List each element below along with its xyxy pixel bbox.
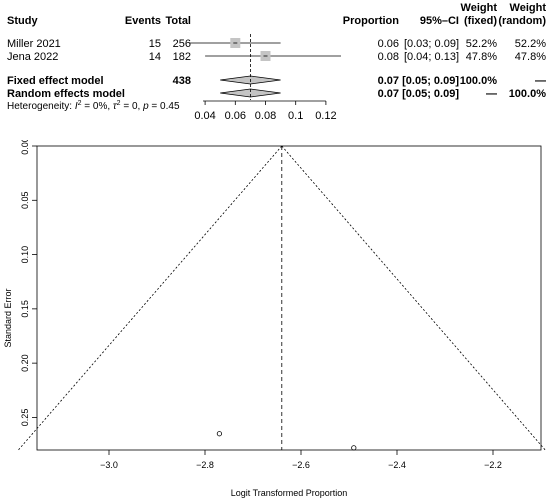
study-ci: [0.04; 0.13] — [404, 51, 459, 63]
x-tick-label: −2.8 — [196, 460, 214, 470]
heterogeneity-text: Heterogeneity: I2 = 0%, τ2 = 0, p = 0.45 — [7, 100, 180, 112]
summary-weight-fixed: 100.0% — [460, 75, 498, 87]
header-total: Total — [166, 15, 191, 27]
het-i2-label: I — [75, 101, 78, 112]
study-row: Jena 2022 14 182 0.08 [0.04; 0.13] 47.8%… — [7, 51, 546, 63]
funnel-right-boundary — [281, 145, 546, 451]
x-tick-label: −3.0 — [100, 460, 118, 470]
summary-ci: [0.05; 0.09] — [402, 88, 459, 100]
summary-name: Fixed effect model — [7, 75, 104, 87]
het-tau-value: = 0, — [121, 101, 144, 112]
het-p-label: p — [142, 101, 149, 112]
forest-marks: 0.04 0.06 0.08 0.1 0.12 — [190, 34, 341, 122]
summary-proportion: 0.07 — [378, 88, 399, 100]
study-point — [351, 445, 357, 451]
funnel-plot: −3.0 −2.8 −2.6 −2.4 −2.2 0.00 0.05 0.10 0.15 0.20… — [3, 140, 546, 498]
het-tau-label: τ — [113, 101, 118, 112]
summary-total: 438 — [173, 75, 191, 87]
study-events: 15 — [149, 38, 161, 50]
summary-proportion: 0.07 — [378, 75, 399, 87]
study-proportion: 0.06 — [378, 38, 399, 50]
summary-ci: [0.05; 0.09] — [402, 75, 459, 87]
header-weight-random: Weight — [510, 2, 547, 14]
summary-weight-fixed: — — [486, 88, 497, 100]
header-weight-random-sub: (random) — [498, 15, 546, 27]
study-total: 256 — [173, 38, 191, 50]
study-point — [216, 431, 222, 437]
het-tau-sup: 2 — [117, 100, 121, 107]
study-events: 14 — [149, 51, 161, 63]
funnel-left-boundary — [18, 145, 283, 451]
forest-x-tick-label: 0.04 — [194, 110, 215, 122]
summary-diamond — [220, 88, 281, 98]
x-tick-label: −2.4 — [388, 460, 406, 470]
study-total: 182 — [173, 51, 191, 63]
header-events: Events — [125, 15, 161, 27]
study-weight-random: 47.8% — [515, 51, 546, 63]
study-ci: [0.03; 0.09] — [404, 38, 459, 50]
funnel-marks: −3.0 −2.8 −2.6 −2.4 −2.2 0.00 0.05 0.10 0.15 0.20… — [18, 140, 546, 470]
y-tick-label: 0.10 — [20, 246, 30, 264]
study-name: Jena 2022 — [7, 51, 58, 63]
study-proportion: 0.08 — [378, 51, 399, 63]
forest-x-tick-label: 0.06 — [225, 110, 246, 122]
study-weight-random: 52.2% — [515, 38, 546, 50]
het-p-value: = 0.45 — [149, 101, 180, 112]
y-axis-label: Standard Error — [3, 288, 13, 347]
y-tick-label: 0.00 — [20, 140, 30, 155]
y-tick-label: 0.25 — [20, 409, 30, 427]
summary-weight-random: 100.0% — [509, 88, 547, 100]
header-weight-fixed-sub: (fixed) — [464, 15, 497, 27]
het-i2-value: = 0%, — [82, 101, 113, 112]
summary-name: Random effects model — [7, 88, 125, 100]
het-i2-sup: 2 — [78, 100, 82, 107]
study-weight-fixed: 52.2% — [466, 38, 497, 50]
header-proportion: Proportion — [343, 15, 399, 27]
study-weight-fixed: 47.8% — [466, 51, 497, 63]
y-tick-label: 0.15 — [20, 300, 30, 318]
summary-weight-random: — — [535, 75, 546, 87]
forest-plot: Study Events Total Proportion 95%–CI Wei… — [7, 2, 547, 122]
plot-frame — [36, 145, 542, 451]
forest-x-tick-label: 0.12 — [315, 110, 336, 122]
header-study: Study — [7, 15, 38, 27]
header-ci: 95%–CI — [420, 15, 459, 27]
header-weight-fixed: Weight — [461, 2, 498, 14]
y-tick-label: 0.05 — [20, 192, 30, 210]
forest-x-tick-label: 0.1 — [288, 110, 303, 122]
x-axis-label: Logit Transformed Proportion — [231, 488, 348, 498]
forest-x-tick-label: 0.08 — [255, 110, 276, 122]
study-row: Miller 2021 15 256 0.06 [0.03; 0.09] 52.… — [7, 38, 546, 50]
x-tick-label: −2.2 — [484, 460, 502, 470]
y-tick-label: 0.20 — [20, 354, 30, 372]
het-prefix: Heterogeneity: — [7, 101, 75, 112]
summary-row-fixed: Fixed effect model 438 0.07 [0.05; 0.09]… — [7, 75, 546, 87]
study-name: Miller 2021 — [7, 38, 61, 50]
x-tick-label: −2.6 — [292, 460, 310, 470]
summary-row-random: Random effects model 0.07 [0.05; 0.09] —… — [7, 88, 546, 100]
